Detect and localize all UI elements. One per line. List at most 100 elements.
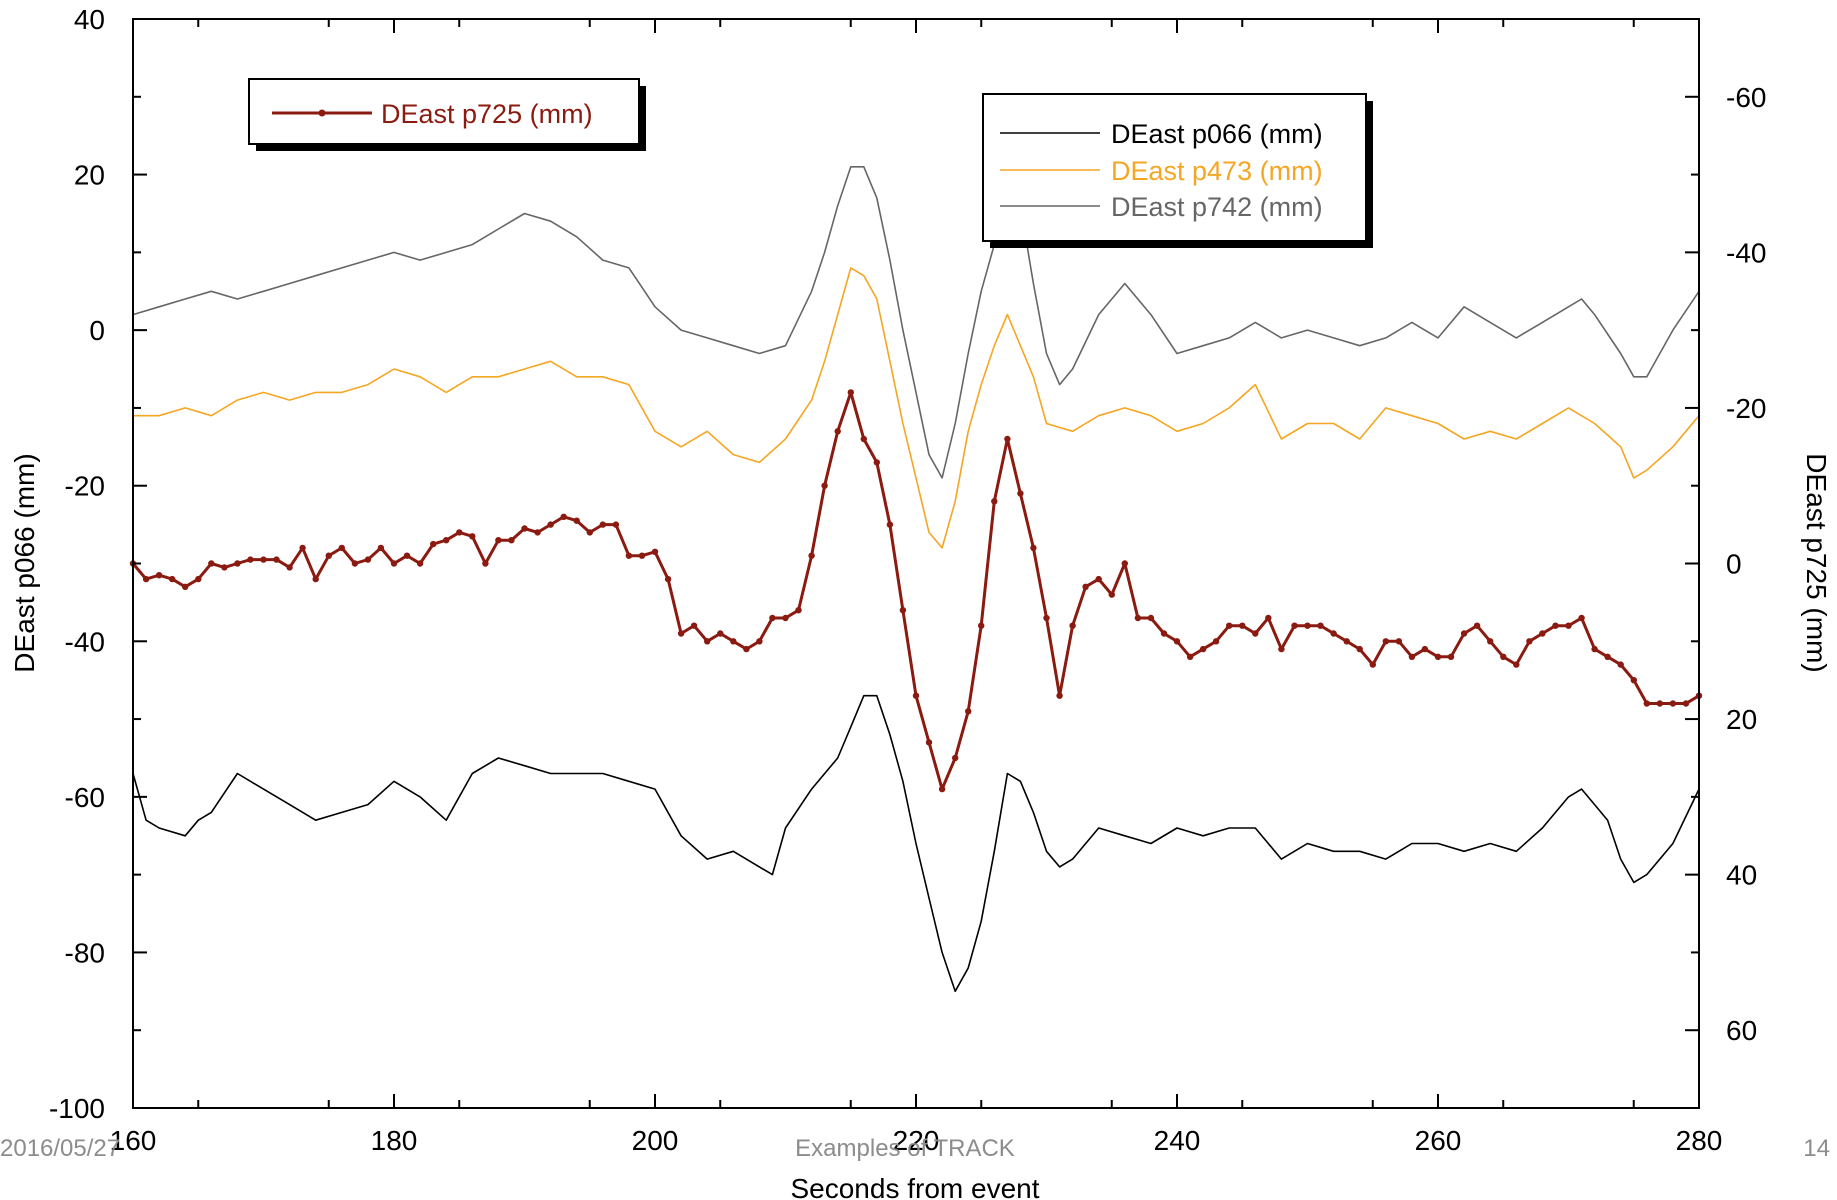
x-tick-label: 200 [632,1125,679,1156]
y-axis-right-title: DEast p725 (mm) [1801,453,1832,672]
series-line-p066 [132,694,1700,993]
data-point-p725 [730,638,737,645]
data-point-p725 [312,575,319,583]
data-point-p725 [403,552,411,559]
y-left-tick-label: -100 [49,1093,105,1124]
x-axis-title: Seconds from event [790,1173,1039,1200]
data-point-p725 [1343,638,1350,645]
legend-p725: DEast p725 (mm) [248,78,646,151]
data-point-p725 [899,607,907,614]
data-point-p725 [1160,630,1168,637]
data-point-p725 [1565,622,1572,629]
data-point-p725 [1447,653,1455,660]
data-point-p725 [416,560,424,567]
data-point-p725 [860,435,867,443]
data-point-p725 [743,645,750,653]
data-point-p725 [286,564,293,571]
data-point-p725 [521,525,528,532]
data-point-p725 [299,544,306,552]
data-point-p725 [260,556,267,563]
data-point-p725 [1134,614,1142,622]
data-point-p725 [1121,560,1129,567]
y-right-tick-label: 0 [1726,549,1742,580]
legend-label-p066: DEast p066 (mm) [1111,119,1323,149]
data-point-p725 [886,521,894,528]
y-right-tick-label: -60 [1726,82,1766,113]
y-left-tick-label: 40 [74,4,105,35]
data-point-p725 [1669,700,1677,707]
data-point-p725 [1421,645,1429,653]
slide-footer: Examples of TRACK [795,1135,1015,1162]
data-point-p725 [573,517,580,524]
ticks-layer: 160 180 200 220 240 260 280-100-80-60-40-20020… [49,4,1767,1156]
data-point-p725 [1186,653,1194,660]
data-point-p725 [664,575,672,583]
data-point-p725 [1017,490,1024,497]
data-point-p725 [508,537,515,544]
data-point-p725 [1108,591,1116,598]
data-point-p725 [847,389,854,396]
data-point-p725 [1317,622,1324,629]
data-point-p725 [912,692,920,699]
data-point-p725 [1369,661,1377,668]
y-right-tick-label: 40 [1726,860,1757,891]
data-point-p725 [808,552,815,559]
data-point-p725 [1552,622,1559,629]
data-point-p725 [873,459,880,466]
data-point-p725 [821,482,828,489]
data-point-p725 [1630,677,1638,684]
data-point-p725 [1513,661,1520,668]
data-point-p725 [1434,653,1442,660]
data-point-p725 [1252,630,1259,637]
data-point-p725 [469,533,476,540]
legend-label-p473: DEast p473 (mm) [1111,156,1323,186]
data-point-p725 [1473,622,1481,629]
slide-page-number: 14 [1803,1135,1830,1162]
data-point-p725 [1395,638,1403,645]
y-left-tick-label: -80 [65,937,105,968]
data-point-p725 [1539,630,1546,637]
legend-main: DEast p066 (mm) DEast p473 (mm) DEast p7… [982,93,1373,248]
data-point-p725 [155,572,163,579]
series-layer [129,166,1703,993]
data-point-p725 [1643,700,1651,707]
x-tick-label: 220 [893,1125,940,1156]
data-point-p725 [1526,638,1533,645]
data-point-p725 [208,560,215,567]
data-point-p725 [1487,638,1494,645]
data-point-p725 [938,785,946,793]
data-point-p725 [482,560,489,567]
data-point-p725 [1656,700,1664,707]
data-point-p725 [586,529,593,536]
x-tick-label: 280 [1676,1125,1723,1156]
data-point-p725 [247,556,254,563]
data-point-p725 [638,552,646,559]
data-point-p725 [834,428,841,435]
series-line-p742 [132,166,1700,479]
data-point-p725 [1199,645,1207,653]
data-point-p725 [364,556,372,563]
data-point-p725 [1226,622,1233,629]
data-point-p725 [1291,622,1298,629]
y-left-tick-label: 0 [89,315,105,346]
data-point-p725 [625,552,633,559]
data-point-p725 [1330,630,1337,637]
legend-box [982,93,1367,242]
slide-date: 2016/05/27 [0,1135,120,1162]
data-point-p725 [1408,653,1416,660]
data-point-p725 [534,529,541,536]
y-left-tick-label: -60 [65,782,105,813]
data-point-p725 [351,560,359,567]
data-point-p725 [1578,614,1585,622]
data-point-p725 [717,630,724,637]
legend-marker-p725 [318,109,326,117]
data-point-p725 [182,583,189,590]
data-point-p725 [1500,653,1507,660]
data-point-p725 [690,622,698,629]
legend-label-p742: DEast p742 (mm) [1111,192,1323,222]
data-point-p725 [1682,700,1690,707]
legend-label-p725: DEast p725 (mm) [381,99,593,129]
data-point-p725 [1382,638,1390,645]
data-point-p725 [1173,638,1181,645]
data-point-p725 [677,630,685,637]
